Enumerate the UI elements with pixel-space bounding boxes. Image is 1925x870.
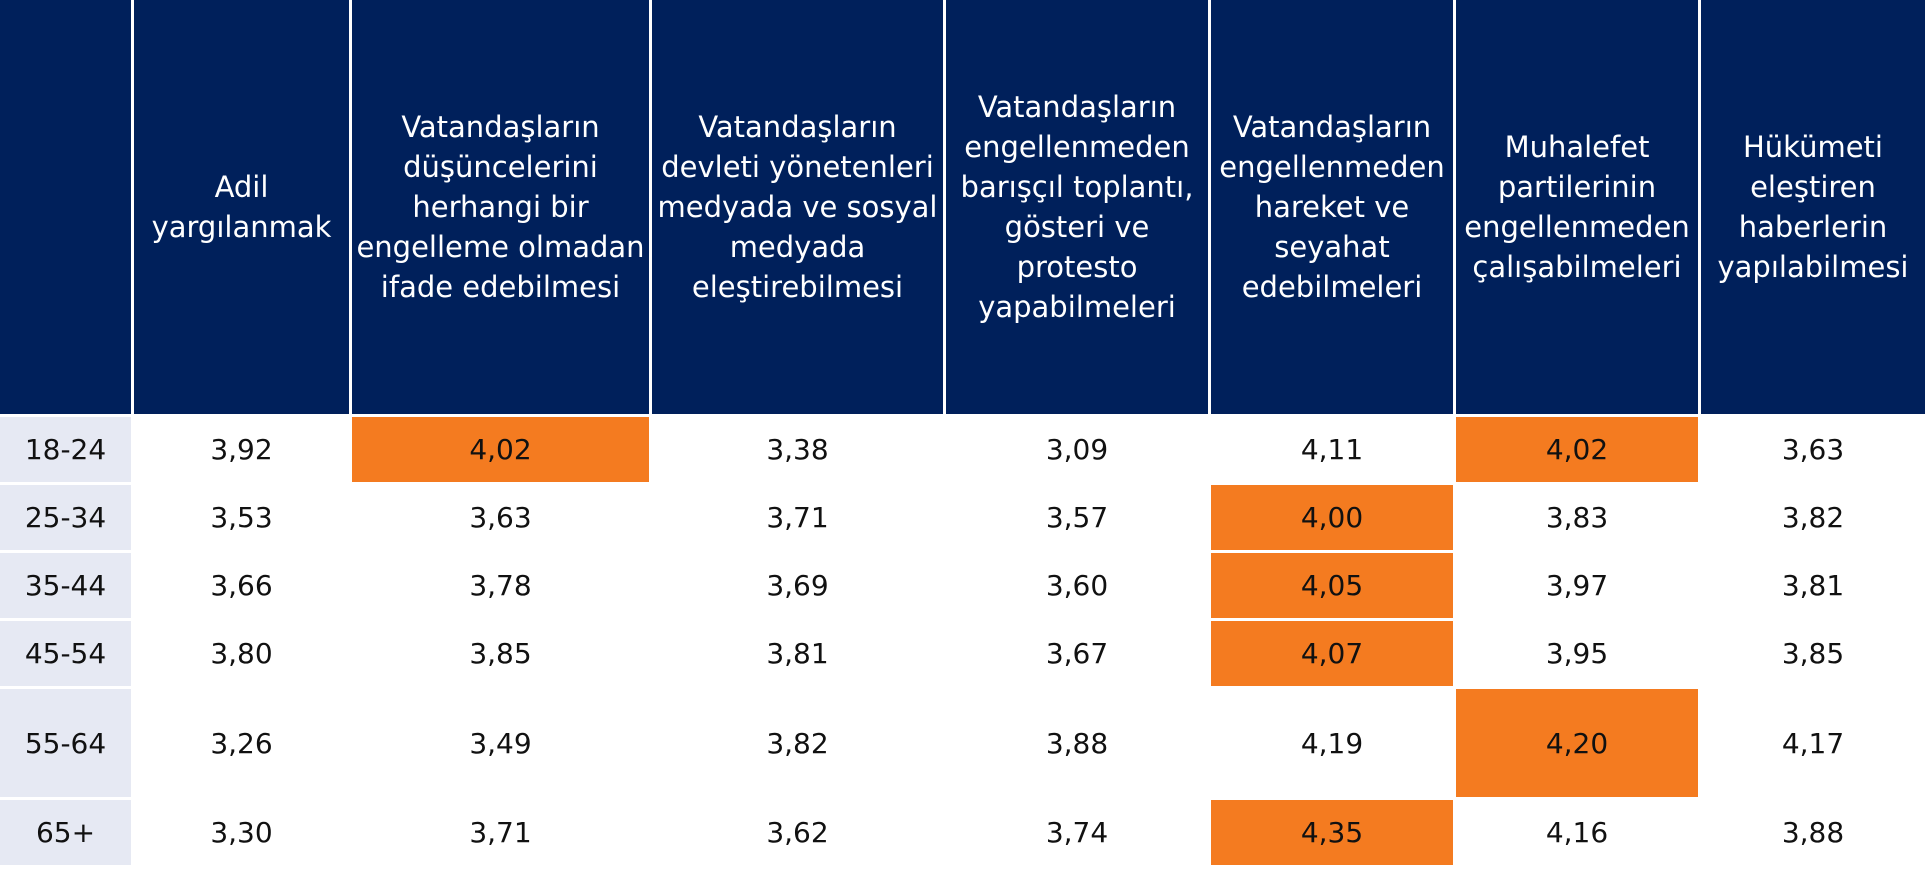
value-cell: 3,30 <box>134 800 352 868</box>
header-criticize-government: Vatandaşların devleti yönetenleri medyad… <box>652 0 946 417</box>
value-cell: 3,62 <box>652 800 946 868</box>
value-cell: 3,49 <box>352 689 652 800</box>
age-group-cell: 18-24 <box>0 417 134 485</box>
header-free-expression: Vatandaşların düşüncelerini herhangi bir… <box>352 0 652 417</box>
age-group-cell: 35-44 <box>0 553 134 621</box>
value-cell: 3,82 <box>652 689 946 800</box>
value-cell: 3,78 <box>352 553 652 621</box>
header-row: Adil yargılanmak Vatandaşların düşüncele… <box>0 0 1925 417</box>
header-corner <box>0 0 134 417</box>
value-cell-highlighted: 4,07 <box>1211 621 1456 689</box>
value-cell: 4,16 <box>1456 800 1701 868</box>
age-group-cell: 65+ <box>0 800 134 868</box>
value-cell: 3,67 <box>946 621 1211 689</box>
age-group-cell: 45-54 <box>0 621 134 689</box>
table-row: 35-44 3,66 3,78 3,69 3,60 4,05 3,97 3,81 <box>0 553 1925 621</box>
table-row: 45-54 3,80 3,85 3,81 3,67 4,07 3,95 3,85 <box>0 621 1925 689</box>
value-cell: 3,63 <box>352 485 652 553</box>
value-cell-highlighted: 4,35 <box>1211 800 1456 868</box>
table-row: 65+ 3,30 3,71 3,62 3,74 4,35 4,16 3,88 <box>0 800 1925 868</box>
value-cell: 3,09 <box>946 417 1211 485</box>
value-cell: 4,17 <box>1701 689 1925 800</box>
value-cell-highlighted: 4,00 <box>1211 485 1456 553</box>
value-cell: 3,53 <box>134 485 352 553</box>
value-cell: 3,63 <box>1701 417 1925 485</box>
value-cell: 3,66 <box>134 553 352 621</box>
value-cell: 3,97 <box>1456 553 1701 621</box>
value-cell: 3,71 <box>352 800 652 868</box>
value-cell: 3,81 <box>1701 553 1925 621</box>
table-row: 55-64 3,26 3,49 3,82 3,88 4,19 4,20 4,17 <box>0 689 1925 800</box>
age-group-cell: 55-64 <box>0 689 134 800</box>
age-group-cell: 25-34 <box>0 485 134 553</box>
value-cell: 3,82 <box>1701 485 1925 553</box>
header-critical-news: Hükümeti eleştiren haberlerin yapılabilm… <box>1701 0 1925 417</box>
value-cell: 3,88 <box>1701 800 1925 868</box>
value-cell-highlighted: 4,02 <box>352 417 652 485</box>
value-cell: 3,26 <box>134 689 352 800</box>
value-cell-highlighted: 4,02 <box>1456 417 1701 485</box>
value-cell: 3,80 <box>134 621 352 689</box>
value-cell: 3,57 <box>946 485 1211 553</box>
value-cell: 3,74 <box>946 800 1211 868</box>
header-free-movement: Vatandaşların engellenmeden hareket ve s… <box>1211 0 1456 417</box>
value-cell-highlighted: 4,05 <box>1211 553 1456 621</box>
value-cell: 3,85 <box>1701 621 1925 689</box>
value-cell: 3,71 <box>652 485 946 553</box>
value-cell: 4,19 <box>1211 689 1456 800</box>
value-cell: 3,92 <box>134 417 352 485</box>
value-cell: 3,81 <box>652 621 946 689</box>
value-cell: 3,95 <box>1456 621 1701 689</box>
value-cell: 3,69 <box>652 553 946 621</box>
value-cell: 3,83 <box>1456 485 1701 553</box>
value-cell: 3,60 <box>946 553 1211 621</box>
table-row: 18-24 3,92 4,02 3,38 3,09 4,11 4,02 3,63 <box>0 417 1925 485</box>
header-fair-trial: Adil yargılanmak <box>134 0 352 417</box>
value-cell-highlighted: 4,20 <box>1456 689 1701 800</box>
table-row: 25-34 3,53 3,63 3,71 3,57 4,00 3,83 3,82 <box>0 485 1925 553</box>
value-cell: 3,38 <box>652 417 946 485</box>
header-peaceful-assembly: Vatandaşların engellenmeden barışçıl top… <box>946 0 1211 417</box>
header-opposition-parties: Muhalefet partilerinin engellenmeden çal… <box>1456 0 1701 417</box>
value-cell: 3,88 <box>946 689 1211 800</box>
value-cell: 4,11 <box>1211 417 1456 485</box>
value-cell: 3,85 <box>352 621 652 689</box>
